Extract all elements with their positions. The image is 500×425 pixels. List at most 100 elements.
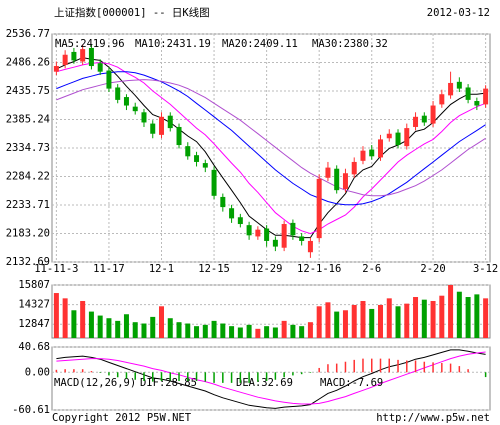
volume-bar [132,322,138,338]
volume-bar [211,320,217,338]
candle-body [141,112,147,123]
candle-body [465,87,471,100]
y-tick-label: 12847 [18,318,50,330]
volume-bar [281,320,287,338]
x-tick-label: 12-15 [198,263,230,275]
volume-bar [474,294,480,338]
volume-bar [307,322,313,338]
candle-body [185,146,191,157]
candle-body [369,149,375,157]
candle-body [334,168,340,191]
legend-entry: DEA:32.69 [236,377,293,389]
candle-body [421,115,427,123]
volume-bar [483,298,489,338]
candle-body [290,222,296,236]
ma-line [56,71,486,206]
footer-left: Copyright 2012 P5W.NET [52,412,192,424]
candle-body [88,47,94,67]
candle-body [237,217,243,225]
legend-entry: MA20:2409.11 [222,38,298,50]
y-tick-label: -60.61 [12,404,50,416]
candle-body [71,51,77,61]
candle-body [439,94,445,105]
x-tick-label: 3-12 [473,263,498,275]
candle-body [378,139,383,158]
volume-bar [97,315,103,338]
volume-bar [448,285,454,338]
candle-body [167,115,173,129]
chart-title: 上证指数[000001] -- 日K线图 [54,6,210,19]
y-tick-label: 2435.75 [6,85,50,97]
candle-body [211,169,217,196]
candle-body [97,63,103,72]
volume-bar [150,316,156,338]
volume-bar [299,326,305,338]
volume-bar [115,320,121,338]
candle-body [316,178,322,239]
y-tick-label: 0.00 [25,366,50,378]
volume-bar [62,298,68,338]
volume-bar [237,327,243,338]
y-tick-label: 2334.73 [6,142,50,154]
volume-bar [194,326,200,338]
volume-bar [159,306,164,338]
macd-line [56,349,486,409]
volume-bar [290,324,296,338]
candle-body [430,105,436,124]
candle-body [115,87,121,100]
volume-bar [404,303,410,338]
candle-body [351,161,357,175]
y-tick-label: 15807 [18,279,50,291]
candle-body [194,155,200,162]
footer-right: http://www.p5w.net [376,412,490,424]
volume-bar [378,304,383,338]
ma-line [56,62,486,235]
volume-bar [316,306,322,338]
y-tick-label: 2284.22 [6,171,50,183]
x-tick-label: 2-6 [362,263,381,275]
volume-bar [255,328,261,338]
volume-panel [51,284,491,339]
candle-body [307,240,313,253]
volume-bar [325,302,331,338]
y-tick-label: 2536.77 [6,28,50,40]
volume-bar [465,297,471,338]
candle-body [272,239,278,247]
candle-body [159,116,164,135]
y-tick-label: 2385.24 [6,114,50,126]
volume-bar [430,300,436,338]
volume-bar [176,322,182,338]
ma-line [56,57,486,239]
volume-bar [342,310,348,338]
volume-bar [71,310,77,338]
volume-bar [456,291,462,338]
volume-bar [141,323,147,338]
candle-body [246,225,252,236]
legend-entry: DIF:28.85 [140,377,197,389]
volume-bar [395,306,401,338]
volume-bar [264,326,270,338]
chart-date: 2012-03-12 [427,7,490,19]
volume-bar [413,297,419,338]
volume-bar [185,323,191,338]
candle-body [386,133,392,139]
x-tick-label: 12-1 [149,263,174,275]
candle-body [474,101,480,106]
candle-body [176,126,182,146]
volume-bar [220,323,226,338]
y-tick-label: 2183.20 [6,228,50,240]
candle-body [264,228,270,241]
candle-body [456,81,462,89]
volume-bar [334,311,340,338]
y-tick-label: 14327 [18,299,50,311]
volume-bar [360,300,366,338]
candle-body [342,173,348,190]
volume-bar [80,300,86,338]
candle-body [255,229,261,237]
macd-title: MACD(12,26,9) [54,377,136,389]
y-tick-label: 40.68 [18,341,50,353]
volume-bar [106,318,112,338]
candle-body [150,123,156,134]
